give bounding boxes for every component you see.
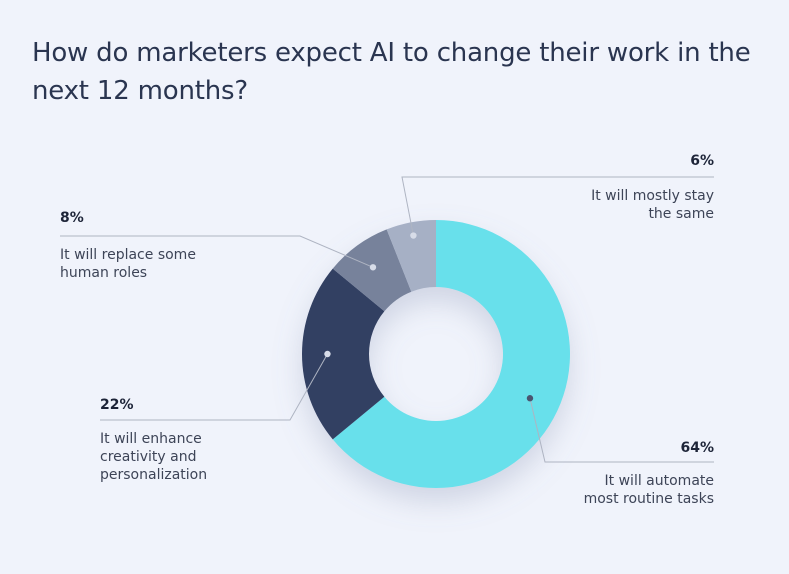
leader-marker [369, 264, 377, 271]
slice-it-will-enhance-creativity-and-personalization [302, 268, 385, 440]
slice-it-will-automate-most-routine-tasks [332, 220, 570, 488]
leader-line [401, 176, 714, 236]
data-label: 22% [100, 397, 134, 413]
leader-marker [410, 232, 417, 239]
category-label: It will mostly stay the same [591, 188, 714, 222]
category-label: It will replace some human roles [60, 247, 196, 281]
slice-it-will-replace-some-human-roles [332, 229, 412, 312]
leader-line [60, 235, 374, 268]
leader-line [100, 353, 328, 421]
category-label: It will automate most routine tasks [584, 473, 714, 507]
slice-it-will-mostly-stay-the-same [386, 220, 436, 292]
data-label: 64% [680, 440, 714, 456]
data-label: 6% [690, 153, 714, 169]
leader-line [529, 398, 714, 463]
data-label: 8% [60, 210, 84, 226]
leader-marker [526, 395, 534, 402]
category-label: It will enhance creativity and personaliza… [100, 431, 207, 483]
leader-marker [324, 350, 331, 358]
chart-title: How do marketers expect AI to change the… [32, 38, 751, 106]
